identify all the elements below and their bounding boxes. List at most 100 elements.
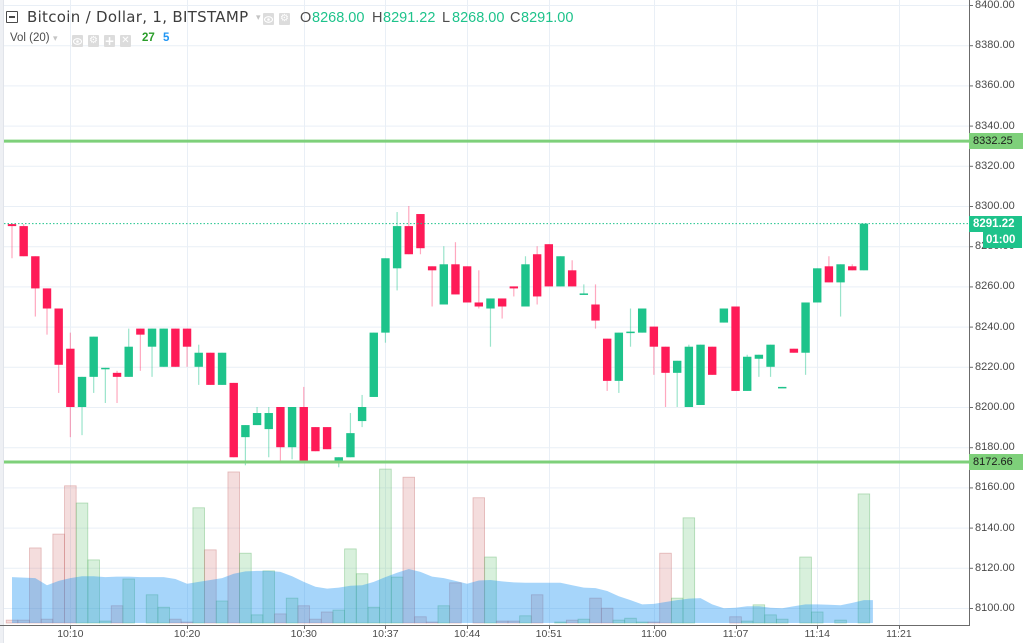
candle[interactable]	[439, 246, 448, 305]
candle[interactable]	[556, 256, 565, 287]
candle[interactable]	[696, 344, 705, 405]
candle[interactable]	[427, 266, 437, 307]
left-toolbar-edge	[0, 0, 4, 643]
candle[interactable]	[276, 407, 285, 462]
volume-bar	[437, 605, 450, 624]
chevron-down-icon[interactable]: ▾	[256, 13, 261, 23]
candle[interactable]	[182, 328, 192, 367]
candle[interactable]	[859, 223, 869, 271]
candle[interactable]	[801, 302, 810, 375]
candle[interactable]	[462, 266, 472, 303]
candle[interactable]	[171, 328, 180, 367]
plot-area[interactable]	[4, 0, 969, 625]
volume-bar	[612, 619, 626, 624]
candle[interactable]	[672, 360, 682, 407]
candle[interactable]	[591, 284, 600, 329]
candle[interactable]	[381, 258, 390, 343]
candle[interactable]	[241, 425, 250, 466]
candle[interactable]	[521, 256, 530, 307]
candle[interactable]	[369, 332, 378, 397]
candle-body	[182, 328, 192, 347]
candle[interactable]	[159, 328, 168, 367]
candle[interactable]	[497, 298, 507, 319]
candle[interactable]	[322, 427, 332, 450]
level-label-upper[interactable]: 8332.25	[969, 133, 1023, 150]
candle[interactable]	[532, 246, 542, 305]
volume-bar	[834, 619, 847, 624]
gear-icon[interactable]: ⚙	[279, 13, 290, 25]
candle[interactable]	[404, 206, 413, 255]
candle[interactable]	[346, 413, 355, 458]
candle[interactable]	[101, 367, 110, 403]
candle[interactable]	[789, 348, 799, 353]
candle[interactable]	[848, 264, 857, 271]
candle[interactable]	[136, 328, 145, 371]
candle[interactable]	[509, 286, 519, 297]
candle[interactable]	[42, 288, 52, 335]
candle[interactable]	[89, 336, 98, 393]
eye-icon[interactable]	[72, 35, 83, 47]
candle[interactable]	[731, 306, 740, 391]
candle[interactable]	[19, 224, 28, 257]
eye-icon[interactable]	[263, 13, 274, 25]
candle[interactable]	[649, 326, 659, 375]
candle[interactable]	[416, 214, 425, 255]
candle[interactable]	[813, 268, 822, 303]
candle[interactable]	[31, 256, 40, 317]
candle[interactable]	[486, 298, 495, 347]
candle[interactable]	[661, 346, 670, 407]
volume-indicator-title[interactable]: Vol (20)	[10, 32, 50, 44]
candle-body	[101, 367, 110, 370]
candle[interactable]	[147, 328, 157, 377]
gear-icon[interactable]: ⚙	[88, 35, 99, 47]
candle[interactable]	[544, 244, 554, 287]
candle[interactable]	[299, 386, 308, 462]
candle[interactable]	[567, 260, 577, 287]
candle[interactable]	[836, 264, 845, 317]
candle[interactable]	[579, 284, 589, 295]
level-label-lower[interactable]: 8172.66	[969, 453, 1023, 470]
candle[interactable]	[824, 256, 834, 283]
candle[interactable]	[614, 332, 624, 393]
candle[interactable]	[754, 354, 764, 377]
candle[interactable]	[766, 344, 775, 377]
candle[interactable]	[474, 270, 483, 309]
candle[interactable]	[637, 308, 647, 333]
candle[interactable]	[66, 332, 75, 438]
candlesticks	[7, 206, 869, 468]
candle[interactable]	[287, 407, 297, 460]
candle[interactable]	[743, 354, 752, 391]
candle[interactable]	[124, 328, 133, 377]
candle[interactable]	[719, 308, 729, 323]
candle[interactable]	[311, 427, 320, 452]
candle[interactable]	[626, 308, 635, 347]
candle[interactable]	[357, 394, 367, 428]
candle[interactable]	[451, 242, 460, 295]
volume-bar	[530, 594, 544, 624]
candle[interactable]	[708, 346, 717, 375]
close-icon[interactable]: ✕	[120, 35, 131, 47]
candle[interactable]	[112, 370, 122, 403]
candle[interactable]	[206, 352, 215, 385]
plus-icon[interactable]: +	[104, 34, 115, 48]
collapse-icon[interactable]	[6, 11, 18, 23]
candle-body	[567, 270, 577, 287]
candle[interactable]	[77, 376, 87, 436]
candle[interactable]	[7, 224, 17, 259]
candle[interactable]	[194, 344, 203, 385]
volume-bar	[17, 619, 30, 624]
candle[interactable]	[229, 382, 238, 458]
candle[interactable]	[778, 386, 787, 389]
chevron-down-icon[interactable]: ▾	[53, 34, 58, 44]
symbol-title[interactable]: Bitcoin / Dollar, 1, BITSTAMP	[27, 8, 249, 26]
candle[interactable]	[54, 308, 63, 393]
candle[interactable]	[684, 344, 694, 407]
candle-body	[112, 372, 122, 377]
candle[interactable]	[217, 352, 227, 385]
candle[interactable]	[602, 338, 612, 391]
candle[interactable]	[264, 407, 273, 458]
candle-body	[813, 268, 822, 303]
candle[interactable]	[392, 212, 402, 291]
candle[interactable]	[252, 407, 262, 426]
